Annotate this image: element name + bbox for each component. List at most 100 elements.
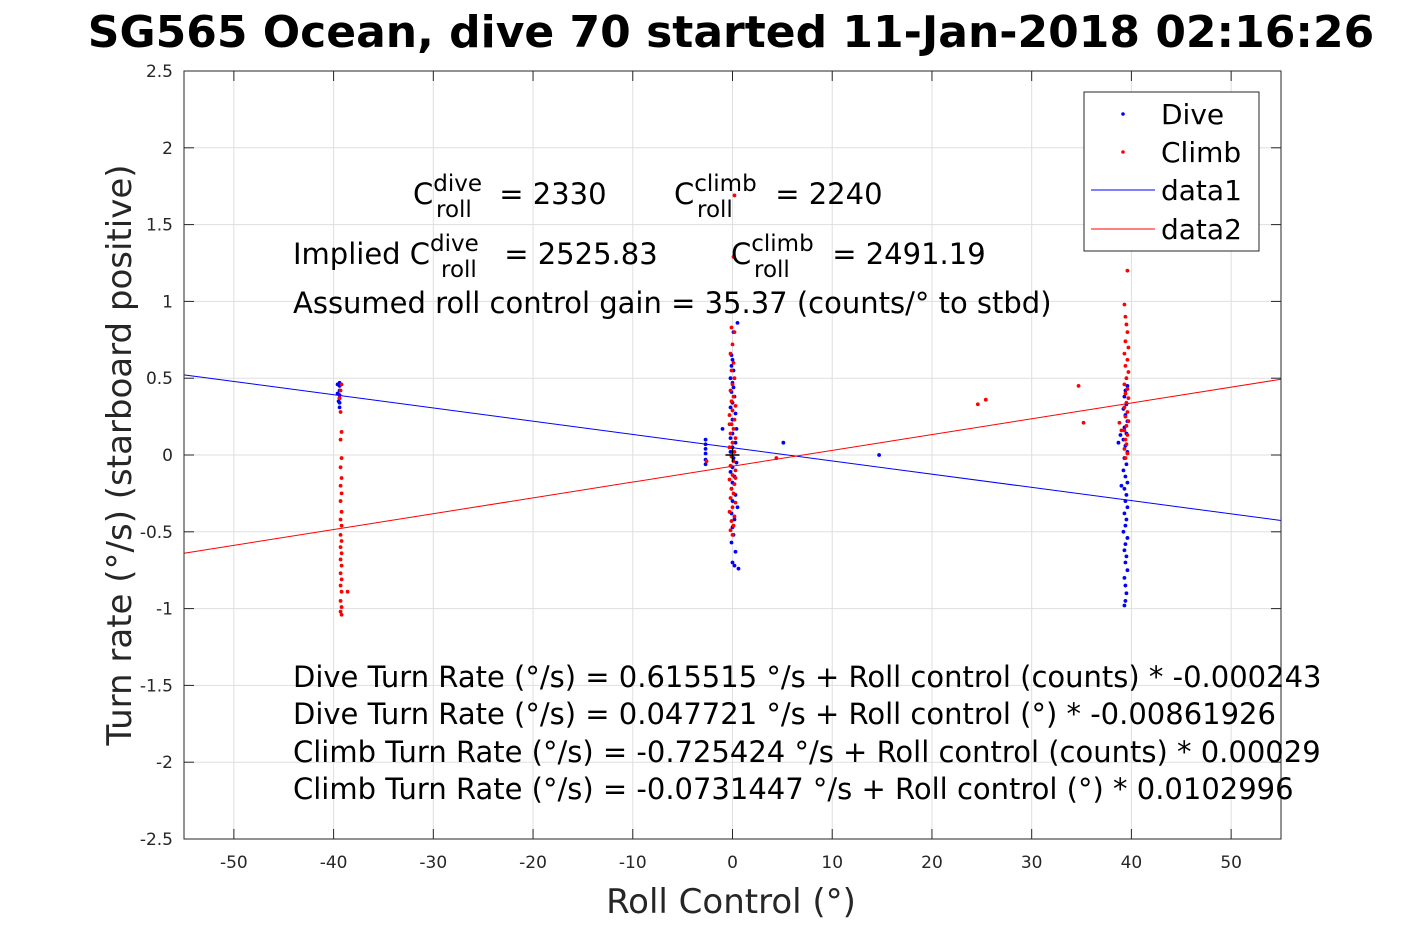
y-tick-label: -2 (156, 753, 173, 773)
climb-point (337, 396, 342, 401)
climb-point (1124, 376, 1129, 381)
climb-point (338, 388, 343, 393)
implied-c-roll-dive-annotation: Implied Cdive roll = 2525.83 (293, 231, 658, 283)
dive-point (733, 440, 738, 445)
dive-point (1124, 591, 1129, 596)
dive-point (1123, 583, 1128, 588)
dive-point (730, 357, 735, 362)
data-points (335, 193, 1131, 617)
climb-point (727, 445, 732, 450)
dive-point (1123, 599, 1128, 603)
climb-point (339, 430, 344, 434)
climb-point (1126, 370, 1131, 374)
dive-point (1116, 440, 1121, 445)
dive-point (1123, 542, 1128, 546)
climb-point (728, 528, 733, 533)
dive-point (1119, 483, 1124, 488)
dive-point (735, 505, 740, 510)
climb-point (728, 351, 733, 356)
dive-point (703, 437, 708, 442)
climb-point (1126, 419, 1131, 424)
y-tick-label: -1 (156, 600, 173, 620)
dive-point (1125, 383, 1130, 388)
climb-point (339, 476, 344, 480)
dive-point (720, 426, 725, 431)
climb-point (1126, 345, 1131, 350)
dive-point (1125, 480, 1130, 485)
dive-point (728, 376, 733, 381)
climb-point (1123, 314, 1128, 319)
implied-dive-sub: roll (441, 257, 477, 283)
climb-point (727, 509, 732, 514)
climb-point (338, 465, 343, 470)
c-roll-dive-prefix: C (413, 177, 433, 211)
x-tick-label: 0 (727, 853, 738, 873)
dive-point (730, 499, 735, 503)
climb-point (728, 463, 733, 468)
climb-point (730, 342, 735, 347)
coefficient-annotations: Cdive roll = 2330 Cclimb roll = 2240 Impli… (293, 171, 1052, 320)
climb-point (338, 517, 343, 522)
climb-point (728, 388, 733, 393)
y-tick-label: -1.5 (140, 676, 173, 696)
legend: Dive Climb data1 data2 (1083, 91, 1260, 252)
climb-point (345, 589, 350, 594)
climb-point (729, 486, 734, 491)
climb-point (729, 325, 734, 330)
climb-point (1123, 437, 1128, 442)
climb-point (732, 450, 737, 454)
climb-point (733, 500, 738, 505)
implied-climb-sub: roll (754, 257, 790, 283)
climb-point (1124, 442, 1129, 447)
dive-point (1125, 505, 1130, 510)
climb-point (1076, 383, 1081, 388)
climb-point (339, 563, 344, 568)
implied-dive-prefix: Implied C (293, 237, 430, 271)
dive-point (731, 385, 736, 390)
dive-point (1122, 548, 1127, 553)
x-tick-label: 20 (921, 853, 943, 873)
climb-point (338, 599, 343, 603)
roll-gain-annotation: Assumed roll control gain = 35.37 (count… (293, 286, 1052, 320)
y-axis-label: Turn rate (°/s) (starboard positive) (100, 164, 140, 746)
x-tick-label: -10 (619, 853, 647, 873)
climb-point (339, 605, 344, 609)
x-tick-label: 30 (1021, 853, 1043, 873)
climb-point (1124, 322, 1129, 327)
y-tick-label: 1.5 (146, 216, 173, 236)
implied-c-roll-climb-annotation: Cclimb roll = 2491.19 (731, 231, 986, 283)
x-tick-label: -20 (519, 853, 547, 873)
dive-point (730, 445, 735, 450)
climb-point (733, 476, 738, 480)
climb-point (1126, 396, 1131, 401)
c-roll-climb-sub: roll (697, 197, 733, 223)
x-tick-label: 40 (1121, 853, 1143, 873)
implied-climb-sup: climb (751, 231, 813, 257)
dive-point (1122, 394, 1127, 399)
climb-point (774, 456, 779, 460)
climb-point (1117, 420, 1122, 425)
climb-point (732, 482, 737, 487)
climb-point (732, 417, 737, 422)
climb-point (731, 491, 736, 496)
climb-point (730, 408, 735, 413)
climb-point (730, 532, 735, 537)
climb-point (339, 523, 344, 528)
c-roll-dive-sub: roll (436, 197, 472, 223)
axis-ticks (184, 70, 1281, 840)
climb-point (1122, 351, 1127, 356)
dive-point (728, 450, 733, 454)
climb-point (338, 410, 343, 414)
dive-point (1121, 468, 1126, 473)
dive-point (1124, 554, 1129, 559)
c-roll-dive-value: = 2330 (490, 177, 607, 211)
climb-point (338, 483, 343, 488)
legend-label-climb: Climb (1161, 136, 1241, 169)
dive-point (1122, 511, 1127, 516)
dive-point (1125, 536, 1130, 540)
dive-point (1125, 568, 1130, 573)
dive-point (728, 405, 733, 410)
c-roll-climb-sup: climb (694, 171, 756, 197)
y-tick-label: 0 (162, 446, 173, 466)
